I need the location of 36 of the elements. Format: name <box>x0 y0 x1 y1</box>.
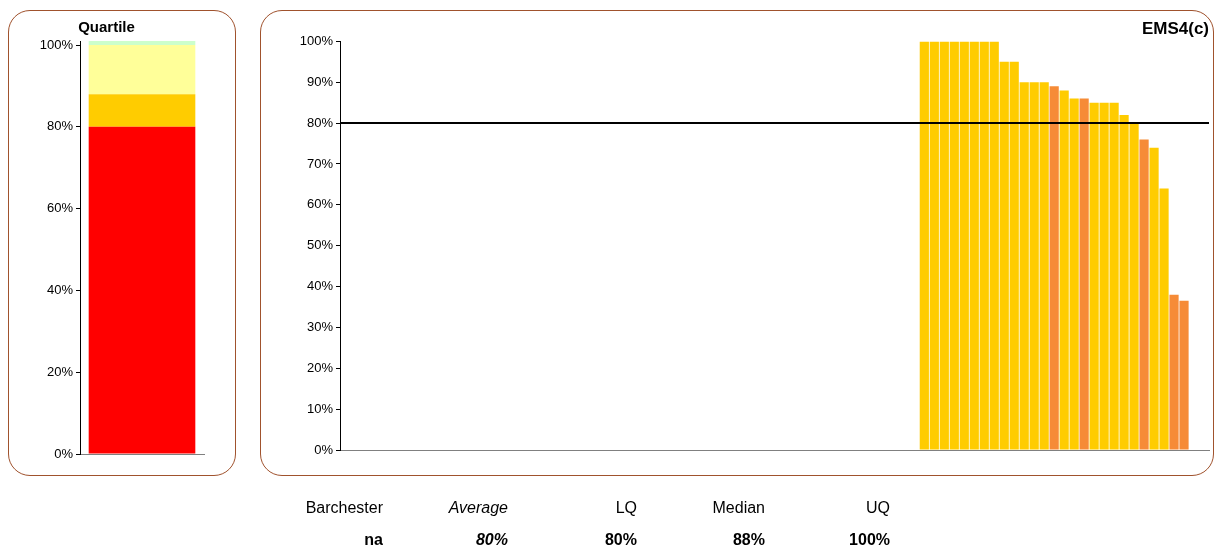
text: Average <box>448 499 508 516</box>
y-tick-label: 40% <box>46 282 74 298</box>
text: UQ <box>866 499 890 516</box>
y-tick-label: 0% <box>314 441 334 457</box>
text: Median <box>712 499 765 516</box>
y-tick-label: 100% <box>39 36 74 52</box>
y-tick-label: 0% <box>54 445 74 461</box>
y-tick-label: 20% <box>46 363 74 379</box>
y-tick-label: 50% <box>306 237 334 253</box>
bar <box>88 41 196 46</box>
y-tick-label: 80% <box>306 114 334 130</box>
text: na <box>363 531 383 549</box>
y-tick-label: 60% <box>46 200 74 216</box>
bar <box>1079 98 1089 450</box>
text: LQ <box>614 499 637 517</box>
y-tick-label: 20% <box>306 359 334 375</box>
y-tick-label: 40% <box>306 278 334 294</box>
text: 100% <box>849 531 890 548</box>
chart-title: EMS4(c) <box>1141 18 1209 38</box>
y-tick-label: 70% <box>306 155 334 171</box>
text: 80% <box>603 531 637 549</box>
chart-title: Quartile <box>78 18 135 36</box>
y-tick-label: 10% <box>306 400 334 416</box>
text: 88% <box>732 531 765 548</box>
y-tick-label: 60% <box>306 196 334 212</box>
bar <box>1139 139 1149 450</box>
text: 80% <box>475 531 508 548</box>
y-tick-label: 30% <box>306 319 334 334</box>
y-tick-label: 100% <box>299 32 334 48</box>
bar <box>88 45 196 95</box>
y-tick-label: 90% <box>306 73 334 89</box>
bar <box>88 126 196 454</box>
text: Barchester <box>304 499 383 517</box>
bar <box>1049 86 1059 450</box>
y-tick-label: 80% <box>46 118 74 134</box>
bar <box>88 94 196 127</box>
